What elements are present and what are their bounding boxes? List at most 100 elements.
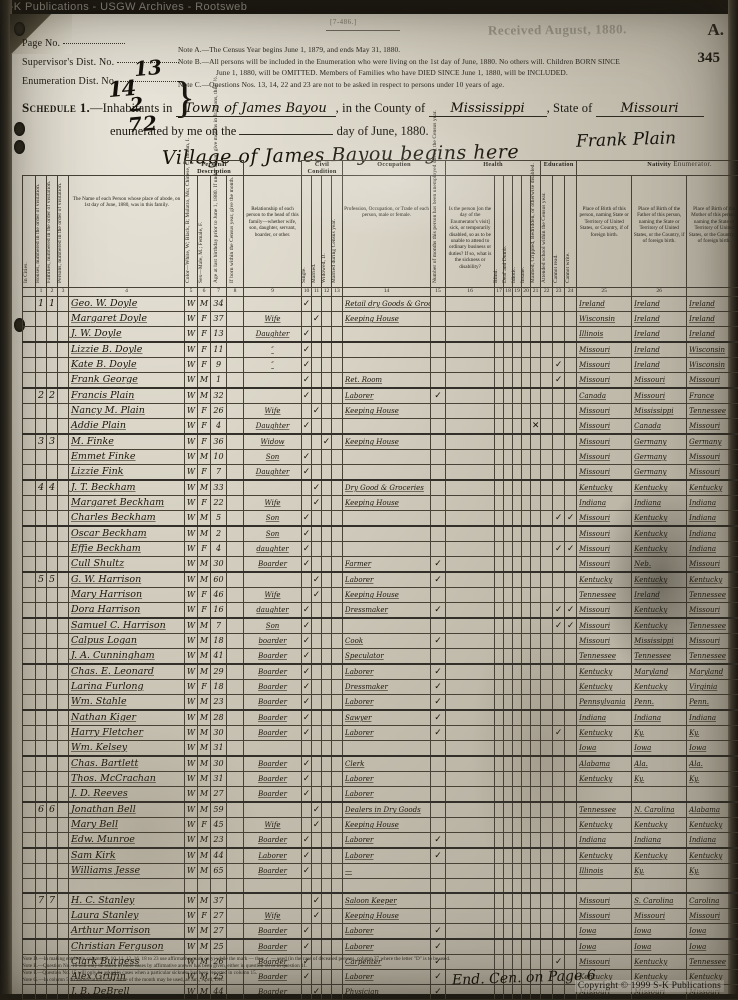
cell-bpm[interactable] bbox=[686, 877, 738, 894]
cell-bpm[interactable]: Kentucky bbox=[686, 571, 738, 588]
cell-insane[interactable] bbox=[521, 418, 532, 435]
cell-occ[interactable]: Laborer bbox=[342, 694, 432, 711]
cell-street[interactable] bbox=[22, 740, 36, 757]
cell-insane[interactable] bbox=[521, 771, 532, 787]
table-row[interactable]: Mary Harrison W F 46 Wife ✓ Keeping House Tenne… bbox=[22, 587, 738, 603]
cell-single[interactable] bbox=[301, 983, 313, 1000]
cell-school[interactable] bbox=[540, 877, 554, 894]
cell-born[interactable] bbox=[225, 694, 245, 711]
cell-single[interactable]: ✓ bbox=[301, 617, 313, 634]
cell-cwrite[interactable] bbox=[564, 891, 578, 909]
cell-cwrite[interactable]: ✓ bbox=[564, 510, 578, 527]
cell-color[interactable]: W bbox=[184, 326, 198, 343]
cell-bpm[interactable]: Ky. bbox=[686, 863, 738, 879]
cell-rel[interactable]: daughter bbox=[243, 602, 303, 619]
cell-deaf[interactable] bbox=[503, 418, 514, 435]
cell-house[interactable] bbox=[35, 817, 47, 833]
cell-sick[interactable] bbox=[445, 907, 496, 924]
cell-street[interactable] bbox=[22, 786, 36, 803]
cell-widowed[interactable] bbox=[321, 663, 333, 680]
cell-bpf[interactable]: Penn. bbox=[631, 694, 688, 711]
cell-sick[interactable] bbox=[445, 847, 496, 864]
cell-bpm[interactable]: Alabama bbox=[686, 801, 738, 818]
cell-color[interactable]: W bbox=[184, 464, 198, 481]
cell-house[interactable] bbox=[35, 663, 47, 680]
cell-rel[interactable]: Boarder bbox=[243, 832, 303, 849]
cell-age[interactable]: 34 bbox=[210, 296, 227, 312]
cell-bpm[interactable]: Ireland bbox=[686, 326, 738, 343]
cell-sick[interactable] bbox=[445, 326, 496, 343]
cell-unemp[interactable] bbox=[430, 786, 447, 803]
cell-school[interactable] bbox=[540, 663, 554, 680]
cell-blind[interactable] bbox=[494, 296, 505, 312]
cell-mar_yr[interactable] bbox=[331, 832, 344, 849]
cell-name[interactable]: Edw. Munroe bbox=[68, 832, 185, 849]
cell-bp[interactable]: Ireland bbox=[576, 296, 633, 312]
cell-sex[interactable]: M bbox=[197, 387, 211, 404]
cell-widowed[interactable] bbox=[321, 891, 333, 909]
cell-maim[interactable] bbox=[530, 968, 542, 985]
cell-name[interactable]: Wm. Stahle bbox=[68, 694, 185, 711]
cell-unemp[interactable]: ✓ bbox=[430, 571, 447, 588]
cell-cwrite[interactable] bbox=[564, 922, 578, 940]
cell-age[interactable]: 46 bbox=[210, 587, 227, 603]
cell-bp[interactable]: Missouri bbox=[576, 418, 633, 435]
cell-rel[interactable]: Widow bbox=[243, 433, 303, 450]
cell-school[interactable] bbox=[540, 740, 554, 757]
cell-street[interactable] bbox=[22, 541, 36, 557]
cell-occ[interactable] bbox=[342, 326, 432, 343]
cell-bpf[interactable]: Ala. bbox=[631, 755, 688, 772]
cell-rel[interactable]: Wife bbox=[243, 495, 303, 511]
cell-family[interactable] bbox=[46, 418, 58, 435]
cell-house[interactable] bbox=[35, 449, 47, 465]
cell-occ[interactable] bbox=[342, 464, 432, 481]
cell-bpf[interactable] bbox=[631, 786, 688, 803]
table-row[interactable]: Alex Griffin W M 25 Boarder ✓ Laborer ✓ Kentucky… bbox=[22, 968, 738, 985]
cell-single[interactable] bbox=[301, 740, 313, 757]
cell-bpm[interactable]: Iowa bbox=[686, 740, 738, 757]
cell-cread[interactable]: ✓ bbox=[552, 602, 566, 619]
cell-bpm[interactable]: Ireland bbox=[686, 296, 738, 312]
cell-bp[interactable]: Missouri bbox=[576, 372, 633, 389]
cell-cwrite[interactable] bbox=[564, 786, 578, 803]
cell-mar_yr[interactable] bbox=[331, 786, 344, 803]
cell-blind[interactable] bbox=[494, 525, 505, 542]
cell-color[interactable]: W bbox=[184, 510, 198, 527]
cell-indiv[interactable] bbox=[57, 817, 69, 833]
cell-name[interactable]: G. W. Harrison bbox=[68, 571, 185, 588]
cell-occ[interactable] bbox=[342, 510, 432, 527]
cell-street[interactable] bbox=[22, 817, 36, 833]
cell-street[interactable] bbox=[22, 479, 36, 496]
cell-school[interactable] bbox=[540, 479, 554, 496]
cell-widowed[interactable] bbox=[321, 495, 333, 511]
cell-mar_yr[interactable] bbox=[331, 679, 344, 695]
cell-married[interactable] bbox=[311, 740, 323, 757]
table-row[interactable]: Wm. KelseyWM31IowaIowaIowa30 bbox=[22, 740, 738, 757]
cell-street[interactable] bbox=[22, 510, 36, 527]
cell-unemp[interactable]: ✓ bbox=[430, 937, 447, 955]
cell-name[interactable]: Christian Ferguson bbox=[68, 937, 185, 955]
cell-indiv[interactable] bbox=[57, 983, 69, 1000]
cell-school[interactable] bbox=[540, 937, 554, 955]
table-row[interactable]: Effie Beckham W F 4 daughter ✓ ✓ ✓ Missouri Kentu… bbox=[22, 541, 738, 557]
cell-married[interactable] bbox=[311, 832, 323, 849]
cell-insane[interactable] bbox=[521, 817, 532, 833]
cell-bpf[interactable]: Ireland bbox=[631, 587, 688, 603]
cell-cwrite[interactable] bbox=[564, 709, 578, 726]
cell-widowed[interactable] bbox=[321, 877, 333, 894]
cell-deaf[interactable] bbox=[503, 326, 514, 343]
cell-age[interactable]: 31 bbox=[210, 771, 227, 787]
cell-maim[interactable] bbox=[530, 556, 542, 573]
cell-occ[interactable]: Saloon Keeper bbox=[342, 891, 432, 909]
cell-sick[interactable] bbox=[445, 341, 496, 358]
cell-name[interactable]: Francis Plain bbox=[68, 387, 185, 404]
cell-sex[interactable]: F bbox=[197, 403, 211, 419]
cell-family[interactable] bbox=[46, 311, 58, 327]
cell-bpm[interactable]: Missouri bbox=[686, 464, 738, 481]
cell-name[interactable]: J. W. Doyle bbox=[68, 326, 185, 343]
cell-bpf[interactable]: N. Carolina bbox=[631, 801, 688, 818]
cell-bpm[interactable]: Kentucky bbox=[686, 479, 738, 496]
cell-sex[interactable]: M bbox=[197, 801, 211, 818]
cell-widowed[interactable] bbox=[321, 617, 333, 634]
cell-bp[interactable]: Kentucky bbox=[576, 817, 633, 833]
